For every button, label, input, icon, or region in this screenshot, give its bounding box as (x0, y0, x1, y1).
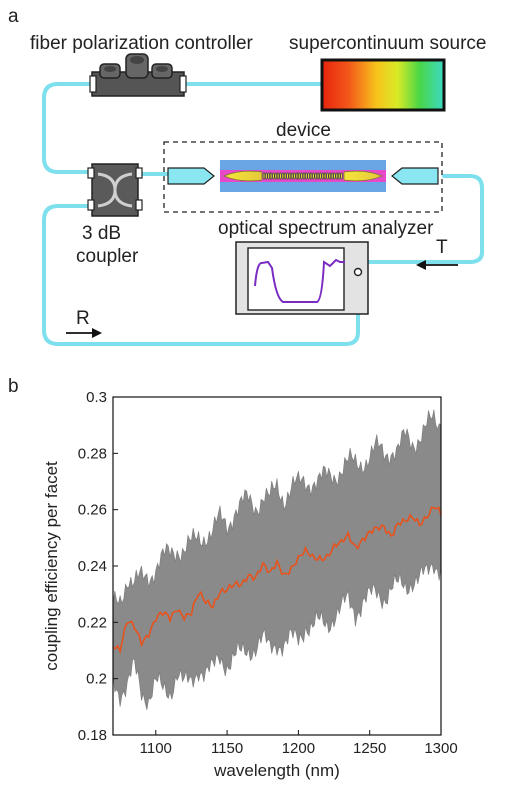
supercontinuum-source (320, 58, 446, 112)
y-axis-label: coupling efficiency per facet (42, 461, 61, 671)
optical-spectrum-analyzer (235, 241, 369, 315)
x-tick-label: 1300 (424, 740, 457, 757)
series-line (112, 506, 442, 655)
fpc-label: fiber polarization controller (30, 33, 254, 54)
x-ticks: 1100 1150 1200 1250 1300 (140, 730, 458, 757)
crystal-hole (274, 172, 278, 180)
right-fiber-tip (391, 167, 439, 185)
coupler-label-line1: 3 dB (82, 223, 121, 244)
crystal-hole (319, 172, 322, 180)
panel-b-label: b (8, 376, 19, 397)
crystal-hole (312, 172, 315, 180)
fiber-fpc-to-coupler (42, 82, 94, 174)
crystal-hole (293, 172, 296, 180)
y-tick-label: 0.26 (78, 502, 107, 519)
device-label: device (276, 120, 331, 141)
crystal-hole (330, 172, 334, 180)
crystal-hole (316, 172, 320, 180)
x-tick-label: 1150 (211, 740, 243, 757)
crystal-hole (321, 172, 325, 180)
taper-left (223, 170, 263, 182)
reflection-label: R (76, 308, 90, 329)
fiber-paths (42, 82, 484, 346)
crystal-hole (267, 172, 271, 180)
x-axis-label: wavelength (nm) (213, 761, 340, 780)
coupler-label-line2: coupler (76, 246, 139, 267)
osa-input-port (353, 267, 363, 277)
taper-right (343, 170, 383, 182)
panel-a-label: a (8, 6, 19, 27)
crystal-hole (286, 172, 289, 180)
transmission-label: T (436, 237, 448, 258)
y-tick-label: 0.3 (86, 389, 107, 406)
crystal-hole (340, 172, 343, 180)
crystal-hole (302, 172, 306, 180)
left-fiber-tip (167, 167, 215, 185)
crystal-hole (281, 172, 285, 180)
y-tick-label: 0.2 (86, 671, 107, 688)
x-tick-label: 1100 (140, 740, 172, 757)
osa-label: optical spectrum analyzer (218, 218, 434, 239)
osa-spectrum-trace (254, 258, 345, 303)
y-tick-label: 0.24 (78, 558, 107, 575)
crystal-hole (279, 172, 282, 180)
fiber-coupler-to-return (42, 204, 360, 346)
crystal-hole (297, 172, 301, 180)
y-ticks: 0.18 0.2 0.22 0.24 0.26 0.28 0.3 (78, 389, 118, 744)
crystal-hole (304, 172, 308, 180)
crystal-hole (337, 172, 341, 180)
crystal-hole (276, 172, 280, 180)
y-tick-label: 0.22 (78, 614, 107, 631)
coupler-3db (87, 163, 143, 217)
fiber-polarization-controller (89, 53, 187, 97)
y-tick-label: 0.18 (78, 727, 107, 744)
crystal-hole (269, 172, 273, 180)
chart: 1100 1150 1200 1250 1300 0.18 0.2 0.22 0.24 0.26… (42, 389, 458, 780)
photonic-crystal-holes (262, 172, 343, 180)
fiber-device-to-osa (358, 174, 484, 264)
crystal-hole (314, 172, 318, 180)
crystal-hole (295, 172, 299, 180)
crystal-hole (290, 172, 294, 180)
device (163, 141, 443, 213)
crystal-hole (288, 172, 292, 180)
reflection-arrow: R (66, 308, 102, 338)
crystal-hole (283, 172, 287, 180)
transmission-arrow: T (416, 237, 458, 270)
x-tick-label: 1250 (353, 740, 386, 757)
crystal-hole (328, 172, 332, 180)
chart-series-group (112, 506, 442, 655)
source-label: supercontinuum source (289, 33, 487, 54)
crystal-hole (307, 172, 310, 180)
y-tick-label: 0.28 (78, 445, 107, 462)
crystal-hole (309, 172, 313, 180)
crystal-hole (333, 172, 336, 180)
x-tick-label: 1200 (282, 740, 315, 757)
crystal-hole (326, 172, 329, 180)
crystal-hole (300, 172, 303, 180)
crystal-hole (335, 172, 339, 180)
crystal-hole (262, 172, 266, 180)
crystal-hole (272, 172, 275, 180)
crystal-hole (265, 172, 268, 180)
crystal-hole (323, 172, 327, 180)
